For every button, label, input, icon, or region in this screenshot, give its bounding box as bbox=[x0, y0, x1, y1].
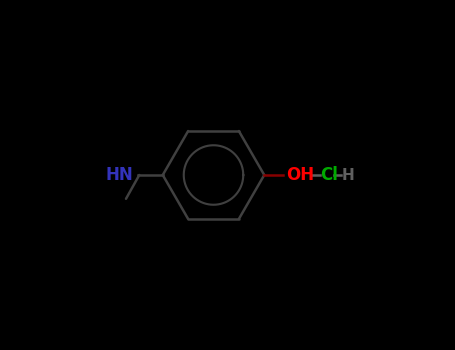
Text: OH: OH bbox=[286, 166, 314, 184]
Text: Cl: Cl bbox=[320, 166, 338, 184]
Text: H: H bbox=[342, 168, 355, 182]
Text: HN: HN bbox=[105, 166, 133, 184]
